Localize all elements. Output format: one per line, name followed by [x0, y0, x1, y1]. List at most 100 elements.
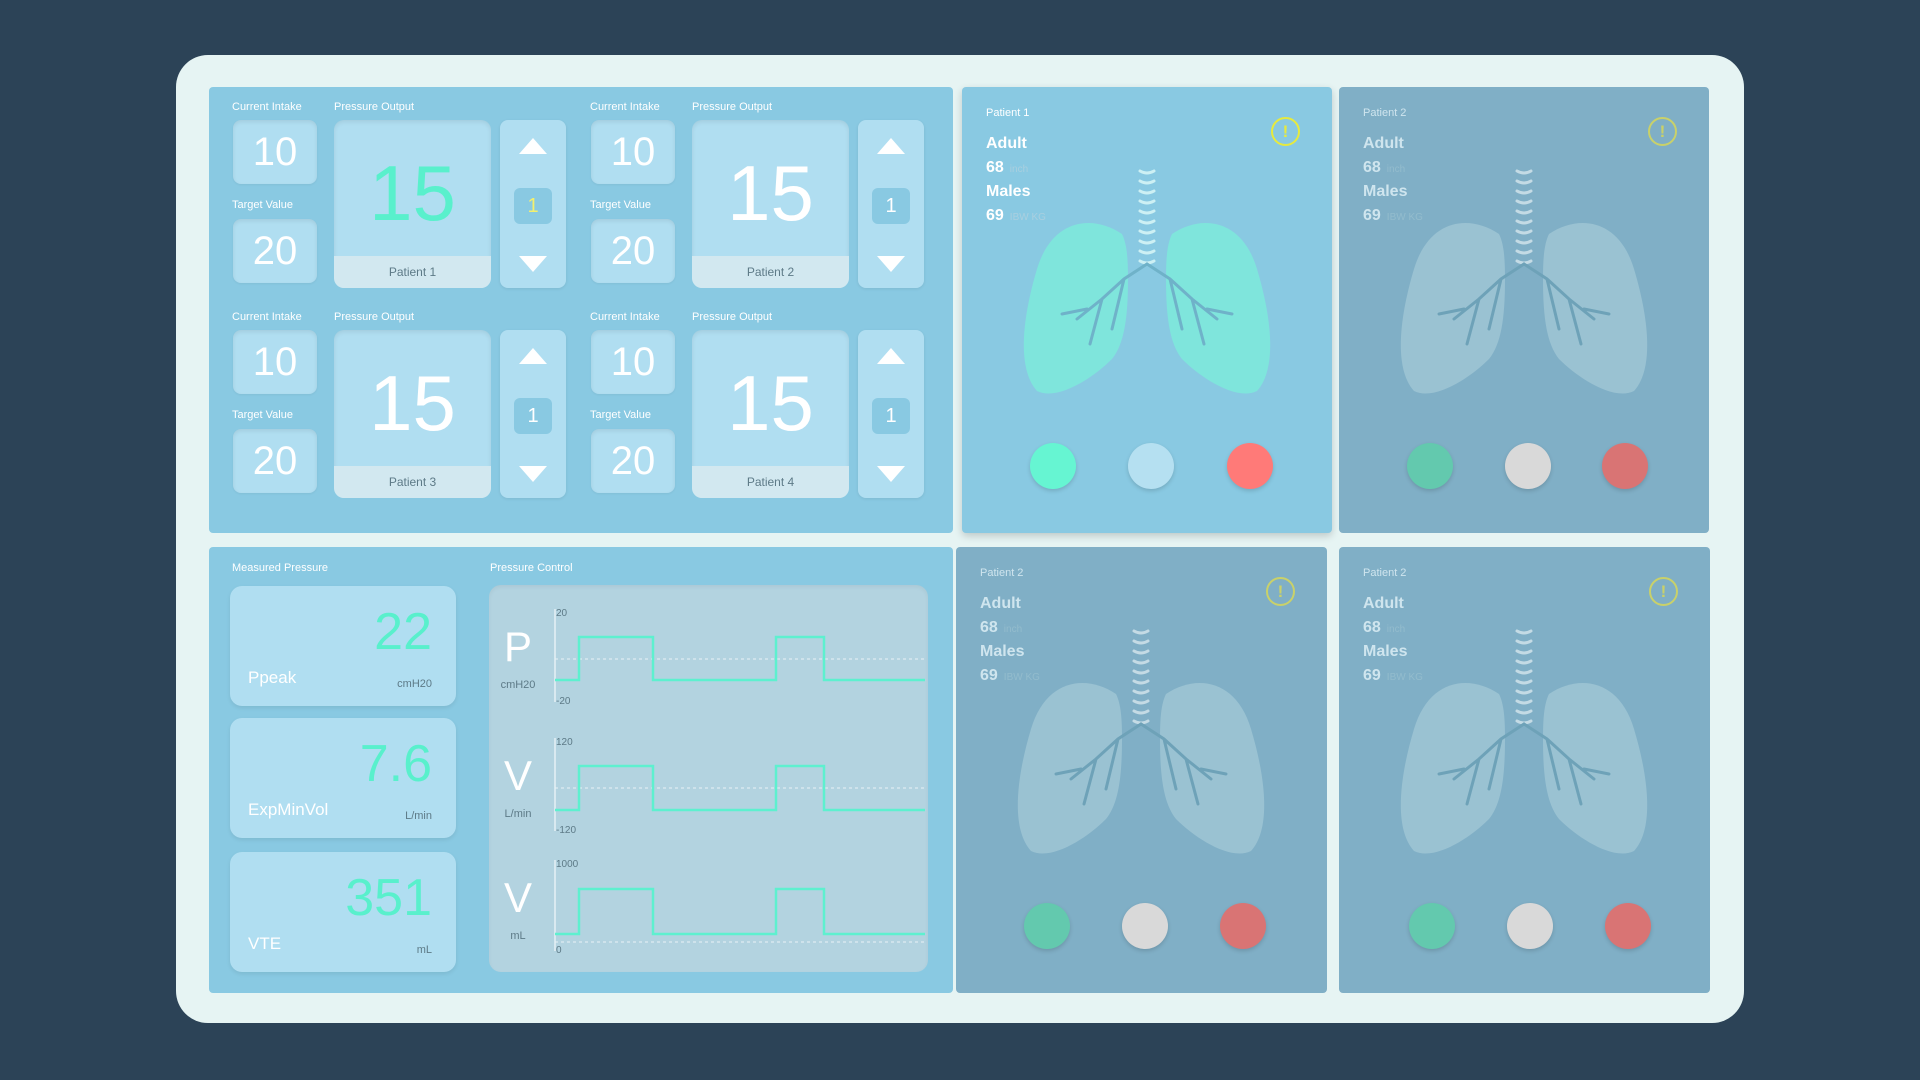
pressure-control-waveforms: P cmH20 20 -20 V L/min 120 -120 V mL 100…: [489, 585, 928, 972]
up-arrow-icon[interactable]: [877, 138, 905, 154]
up-arrow-icon[interactable]: [519, 138, 547, 154]
target-value-field[interactable]: 20: [591, 429, 675, 493]
warning-icon[interactable]: !: [1266, 577, 1295, 606]
patient-height-unit: inch: [1386, 164, 1406, 175]
down-arrow-icon[interactable]: [877, 466, 905, 482]
patient-age-group: Adult: [1363, 135, 1404, 152]
wave-unit: mL: [510, 930, 526, 942]
patient-card-1[interactable]: Patient 1 ! Adult 68 inch Males 69 IBW KG: [962, 87, 1332, 533]
wave-tick-bottom: -20: [556, 696, 571, 707]
patient-height-unit: inch: [1386, 624, 1406, 635]
current-intake-label: Current Intake: [590, 311, 660, 323]
intake-control-panel: Current Intake Pressure Output 10 Target…: [209, 87, 953, 533]
patient-height-value: 68: [1363, 619, 1381, 636]
lungs-icon: [1023, 169, 1271, 394]
ppeak-unit: cmH20: [397, 678, 432, 690]
patient-weight: 69 IBW KG: [980, 667, 1040, 685]
patient-height: 68 inch: [986, 159, 1028, 177]
pressure-output-label: Pressure Output: [692, 101, 773, 113]
step-value[interactable]: 1: [872, 398, 910, 434]
current-intake-field[interactable]: 10: [591, 120, 675, 184]
status-gray-button[interactable]: [1128, 443, 1174, 489]
pressure-output-label: Pressure Output: [334, 311, 415, 323]
step-value[interactable]: 1: [514, 188, 552, 224]
control-group-patient-4: Current Intake Pressure Output 10 Target…: [590, 311, 930, 511]
current-intake-label: Current Intake: [590, 101, 660, 113]
status-green-button[interactable]: [1409, 903, 1455, 949]
status-green-button[interactable]: [1030, 443, 1076, 489]
patient-height-value: 68: [980, 619, 998, 636]
status-red-button[interactable]: [1220, 903, 1266, 949]
patient-card-2[interactable]: Patient 2 ! Adult 68 inch Males 69 IBW KG: [1339, 87, 1709, 533]
target-value-label: Target Value: [590, 409, 651, 421]
patient-height-value: 68: [1363, 159, 1381, 176]
patient-label: Patient 2: [692, 256, 849, 288]
pressure-output-display: 15 Patient 3: [334, 330, 491, 498]
pressure-output-value: 15: [727, 359, 814, 447]
patient-weight: 69 IBW KG: [1363, 207, 1423, 225]
lungs-icon: [1400, 169, 1648, 394]
lungs-icon: [1017, 629, 1265, 854]
down-arrow-icon[interactable]: [877, 256, 905, 272]
control-group-patient-1: Current Intake Pressure Output 10 Target…: [232, 101, 572, 301]
patient-label: Patient 4: [692, 466, 849, 498]
current-intake-field[interactable]: 10: [591, 330, 675, 394]
status-gray-button[interactable]: [1507, 903, 1553, 949]
vte-unit: mL: [416, 944, 432, 956]
patient-weight-unit: IBW KG: [1386, 672, 1423, 683]
wave-tick-top: 20: [556, 608, 568, 619]
down-arrow-icon[interactable]: [519, 256, 547, 272]
status-green-button[interactable]: [1024, 903, 1070, 949]
patient-weight-value: 69: [980, 667, 998, 684]
status-gray-button[interactable]: [1122, 903, 1168, 949]
waveform-lines: [554, 609, 925, 951]
status-green-button[interactable]: [1407, 443, 1453, 489]
pressure-output-display: 15 Patient 1: [334, 120, 491, 288]
lungs-icon: [1400, 629, 1648, 854]
patient-weight-unit: IBW KG: [1003, 672, 1040, 683]
vte-name: VTE: [248, 934, 282, 953]
expminvol-card: 7.6 ExpMinVol L/min: [230, 718, 456, 838]
step-value[interactable]: 1: [514, 398, 552, 434]
patient-name: Patient 2: [1363, 107, 1407, 119]
patient-name: Patient 2: [1363, 567, 1407, 579]
patient-height-unit: inch: [1009, 164, 1029, 175]
ppeak-value: 22: [374, 603, 432, 661]
wave-tick-top: 120: [556, 737, 573, 748]
step-value[interactable]: 1: [872, 188, 910, 224]
pressure-control-label: Pressure Control: [490, 562, 573, 574]
patient-weight-value: 69: [1363, 207, 1381, 224]
patient-sex: Males: [1363, 183, 1408, 200]
current-intake-label: Current Intake: [232, 101, 302, 113]
patient-age-group: Adult: [980, 595, 1021, 612]
patient-height: 68 inch: [1363, 619, 1405, 637]
patient-card-4[interactable]: Patient 2 ! Adult 68 inch Males 69 IBW KG: [1339, 547, 1710, 993]
expminvol-name: ExpMinVol: [248, 800, 329, 819]
warning-icon[interactable]: !: [1649, 577, 1678, 606]
patient-card-3[interactable]: Patient 2 ! Adult 68 inch Males 69 IBW KG: [956, 547, 1327, 993]
warning-icon[interactable]: !: [1271, 117, 1300, 146]
ppeak-card: 22 Ppeak cmH20: [230, 586, 456, 706]
pressure-output-label: Pressure Output: [334, 101, 415, 113]
pressure-output-label: Pressure Output: [692, 311, 773, 323]
vte-card: 351 VTE mL: [230, 852, 456, 972]
status-red-button[interactable]: [1605, 903, 1651, 949]
expminvol-unit: L/min: [405, 810, 432, 822]
wave-unit: cmH20: [500, 679, 536, 691]
wave-unit: L/min: [504, 808, 532, 820]
current-intake-field[interactable]: 10: [233, 120, 317, 184]
target-value-field[interactable]: 20: [591, 219, 675, 283]
up-arrow-icon[interactable]: [877, 348, 905, 364]
measured-pressure-panel: Measured Pressure Pressure Control 22 Pp…: [209, 547, 953, 993]
wave-tick-bottom: -120: [556, 825, 577, 836]
status-red-button[interactable]: [1602, 443, 1648, 489]
target-value-field[interactable]: 20: [233, 219, 317, 283]
warning-icon[interactable]: !: [1648, 117, 1677, 146]
current-intake-field[interactable]: 10: [233, 330, 317, 394]
target-value-field[interactable]: 20: [233, 429, 317, 493]
up-arrow-icon[interactable]: [519, 348, 547, 364]
wave-tick-bottom: 0: [556, 945, 562, 956]
status-gray-button[interactable]: [1505, 443, 1551, 489]
status-red-button[interactable]: [1227, 443, 1273, 489]
down-arrow-icon[interactable]: [519, 466, 547, 482]
